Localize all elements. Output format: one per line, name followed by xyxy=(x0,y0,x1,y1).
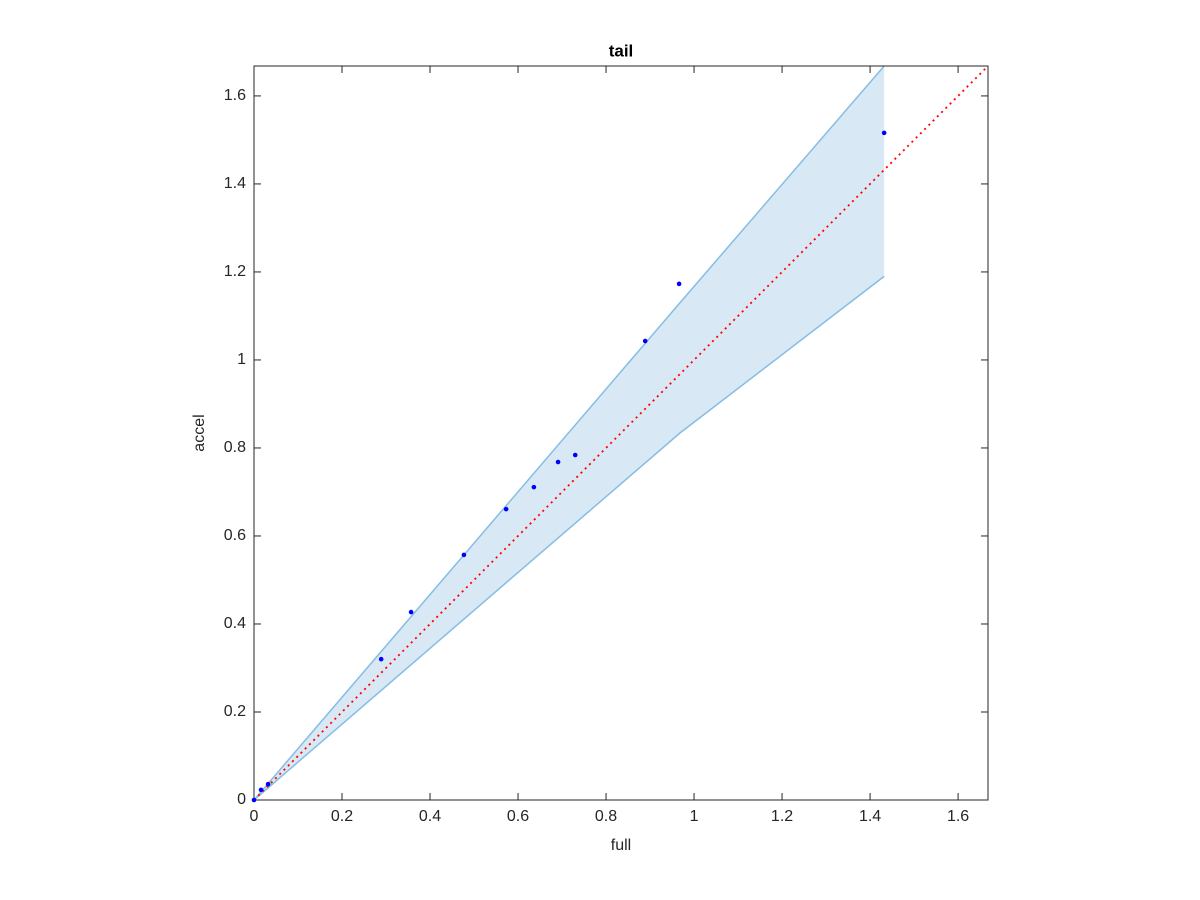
band-lower xyxy=(253,275,885,801)
y-axis-label: accel xyxy=(191,414,208,451)
point xyxy=(378,656,384,662)
x-tick-label: 0 xyxy=(250,808,259,825)
point xyxy=(572,452,578,458)
x-tick-label: 1.2 xyxy=(771,808,793,825)
y-tick-label: 1.2 xyxy=(224,263,246,280)
point xyxy=(881,130,887,136)
x-tick-label: 0.4 xyxy=(419,808,441,825)
point xyxy=(503,506,509,512)
point xyxy=(642,338,648,344)
y-tick-label: 1.6 xyxy=(224,87,246,104)
x-tick-label: 1.6 xyxy=(947,808,969,825)
point xyxy=(251,797,257,803)
point xyxy=(258,787,264,793)
x-tick-label: 0.8 xyxy=(595,808,617,825)
point xyxy=(555,459,561,465)
reference-line xyxy=(253,65,989,801)
x-tick-label: 0.6 xyxy=(507,808,529,825)
point xyxy=(531,484,537,490)
chart-title: tail xyxy=(609,41,634,60)
axes-box xyxy=(253,65,989,801)
x-tick-label: 0.2 xyxy=(331,808,353,825)
point xyxy=(265,781,271,787)
band-upper xyxy=(253,65,885,801)
y-tick-label: 0 xyxy=(237,791,246,808)
y-tick-label: 1.4 xyxy=(224,175,246,192)
x-axis-label: full xyxy=(611,837,631,854)
point xyxy=(461,552,467,558)
y-tick-label: 1 xyxy=(237,351,246,368)
y-tick-label: 0.8 xyxy=(224,439,246,456)
x-tick-label: 1 xyxy=(690,808,699,825)
point xyxy=(408,609,414,615)
x-tick-label: 1.4 xyxy=(859,808,881,825)
point xyxy=(676,281,682,287)
y-tick-label: 0.4 xyxy=(224,615,246,632)
y-tick-label: 0.6 xyxy=(224,527,246,544)
y-tick-label: 0.2 xyxy=(224,703,246,720)
